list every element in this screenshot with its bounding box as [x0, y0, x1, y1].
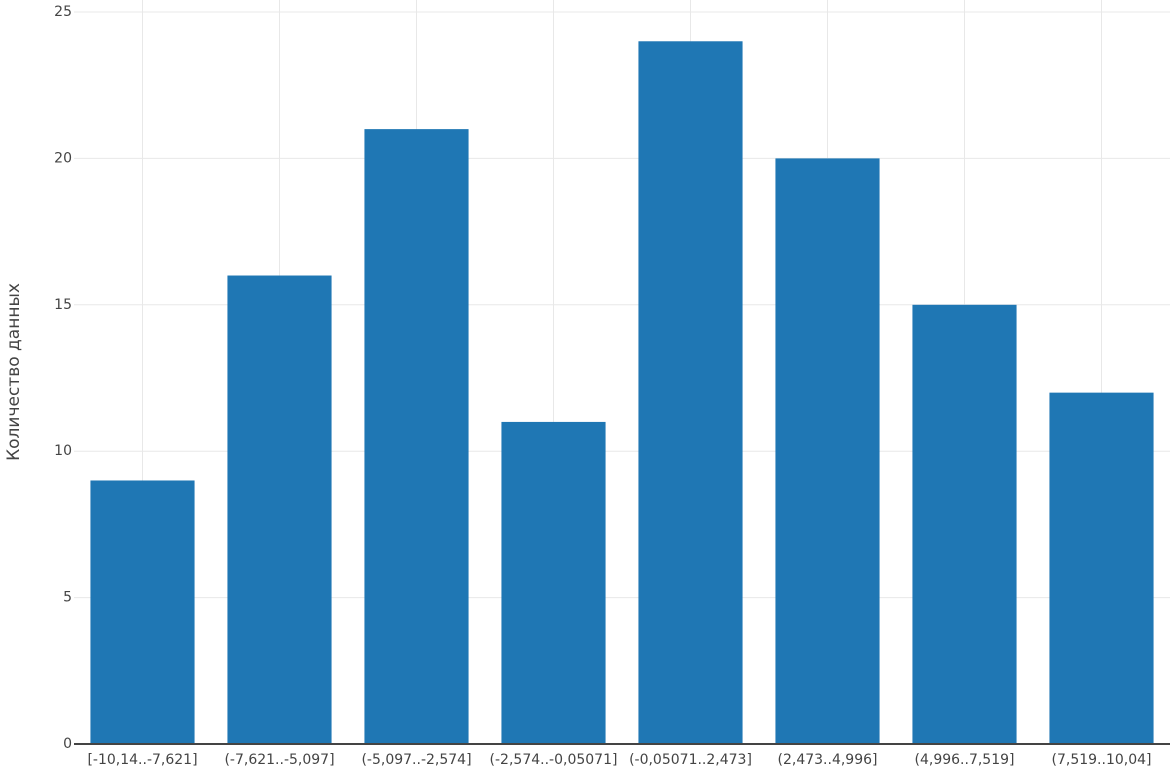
- x-tick-label: (-5,097..-2,574]: [361, 752, 471, 768]
- bar: [364, 129, 469, 744]
- y-tick-label: 15: [54, 297, 72, 313]
- y-tick-label: 25: [54, 4, 72, 20]
- x-tick-label: (-2,574..-0,05071]: [490, 752, 618, 768]
- y-tick-label: 10: [54, 443, 72, 459]
- x-tick-label: (7,519..10,04]: [1052, 752, 1152, 768]
- x-tick-label: [-10,14..-7,621]: [87, 752, 197, 768]
- bar: [501, 421, 606, 744]
- y-tick-label: 0: [63, 736, 72, 752]
- y-tick-label: 5: [63, 590, 72, 606]
- x-tick-label: (-0,05071..2,473]: [629, 752, 752, 768]
- bar: [775, 158, 880, 744]
- x-tick-label: (4,996..7,519]: [915, 752, 1015, 768]
- bar: [227, 275, 332, 744]
- bar: [90, 480, 195, 744]
- bar: [1049, 392, 1154, 744]
- y-tick-label: 20: [54, 150, 72, 166]
- bar: [638, 41, 743, 744]
- x-tick-label: (2,473..4,996]: [778, 752, 878, 768]
- x-tick-label: (-7,621..-5,097]: [224, 752, 334, 768]
- y-axis-label: Количество данных: [4, 283, 24, 461]
- bar: [912, 304, 1017, 744]
